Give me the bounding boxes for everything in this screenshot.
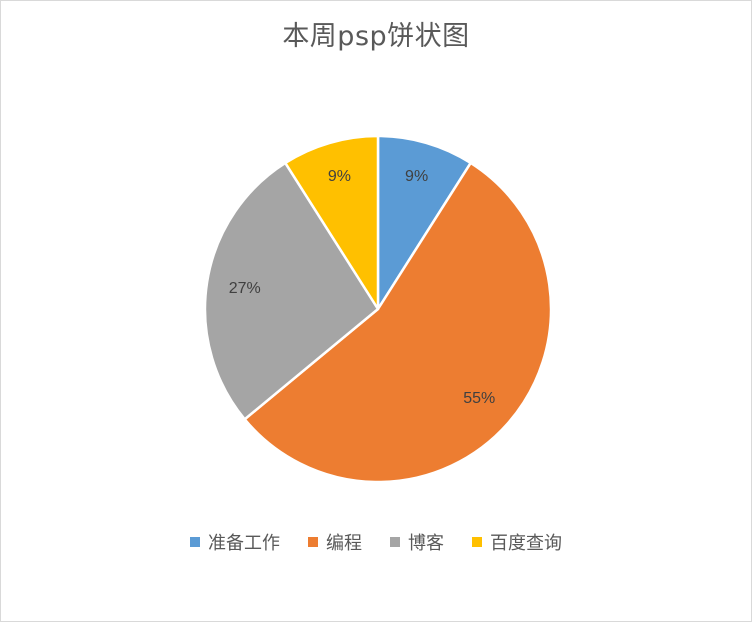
data-label-3: 27%	[229, 280, 261, 297]
pie-slice-3	[203, 161, 380, 421]
legend-swatch	[390, 537, 400, 547]
data-label-1: 9%	[405, 168, 428, 185]
legend-item: 编程	[308, 529, 362, 555]
legend-item: 博客	[390, 529, 444, 555]
legend-swatch	[308, 537, 318, 547]
legend-swatch	[472, 537, 482, 547]
legend-label: 编程	[326, 533, 362, 554]
chart-title: 本周psp饼状图	[282, 21, 470, 52]
pie-slice-4	[284, 134, 380, 311]
pie-slice-2	[243, 161, 553, 484]
legend-item: 百度查询	[472, 529, 562, 555]
legend-label: 博客	[408, 533, 444, 554]
data-label-2: 55%	[463, 390, 495, 407]
legend-item: 准备工作	[190, 529, 280, 555]
data-label-4: 9%	[328, 168, 351, 185]
legend-label: 准备工作	[208, 533, 280, 554]
legend: 准备工作 编程 博客 百度查询	[0, 529, 752, 555]
legend-label: 百度查询	[490, 533, 562, 554]
legend-swatch	[190, 537, 200, 547]
pie-slice-1	[376, 134, 472, 311]
